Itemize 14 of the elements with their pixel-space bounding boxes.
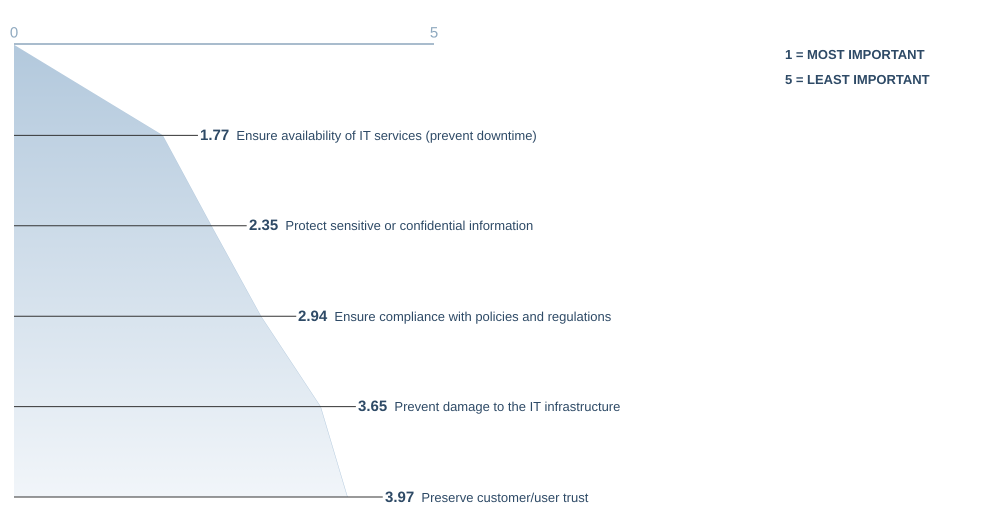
- data-label: 2.94: [298, 308, 328, 325]
- data-label: 3.65: [358, 398, 388, 415]
- y-tick-label: Protect sensitive or confidential information: [285, 218, 534, 233]
- data-label: 3.97: [385, 489, 414, 506]
- x-tick-label: 0: [10, 24, 18, 42]
- y-tick-label: Preserve customer/user trust: [421, 490, 588, 505]
- y-tick-label: Ensure compliance with policies and regulations: [334, 309, 612, 324]
- data-label: 2.35: [249, 217, 278, 234]
- text: 1 = MOST IMPORTANT: [785, 47, 925, 62]
- x-tick-label: 5: [430, 24, 438, 42]
- text: 5 = LEAST IMPORTANT: [785, 72, 930, 87]
- y-tick-label: Prevent damage to the IT infrastructure: [394, 399, 620, 414]
- y-tick-label: Ensure availability of IT services (prevent downtime): [236, 128, 537, 143]
- data-label: 1.77: [200, 127, 230, 144]
